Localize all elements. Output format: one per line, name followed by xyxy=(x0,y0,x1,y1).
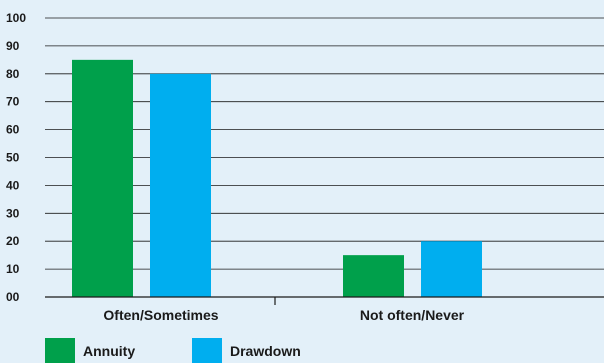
y-tick-label: 30 xyxy=(6,206,20,220)
y-tick-label: 90 xyxy=(6,39,20,53)
legend-label-drawdown: Drawdown xyxy=(230,343,301,359)
gridlines xyxy=(45,17,604,270)
x-axis-categories: Often/Sometimes Not often/Never xyxy=(103,307,464,323)
legend-label-annuity: Annuity xyxy=(83,343,135,359)
y-tick-label: 00 xyxy=(6,290,20,304)
y-tick-label: 100 xyxy=(6,11,26,25)
legend-swatch-drawdown xyxy=(192,338,222,363)
y-tick-label: 40 xyxy=(6,178,20,192)
x-axis xyxy=(45,296,604,305)
category-label: Not often/Never xyxy=(360,307,465,323)
legend: Annuity Drawdown xyxy=(45,338,301,363)
y-tick-label: 20 xyxy=(6,234,20,248)
bars xyxy=(72,59,482,297)
legend-swatch-annuity xyxy=(45,338,75,363)
category-label: Often/Sometimes xyxy=(103,307,218,323)
y-tick-label: 50 xyxy=(6,151,20,165)
y-tick-label: 80 xyxy=(6,67,20,81)
bar-annuity-2 xyxy=(343,255,404,297)
bar-annuity-1 xyxy=(72,59,133,297)
bar-drawdown-2 xyxy=(421,241,482,297)
y-tick-label: 60 xyxy=(6,123,20,137)
y-tick-label: 70 xyxy=(6,95,20,109)
y-axis-ticks: 00 10 20 30 40 50 60 70 80 90 100 xyxy=(6,11,26,304)
y-tick-label: 10 xyxy=(6,262,20,276)
bar-drawdown-1 xyxy=(150,73,211,297)
